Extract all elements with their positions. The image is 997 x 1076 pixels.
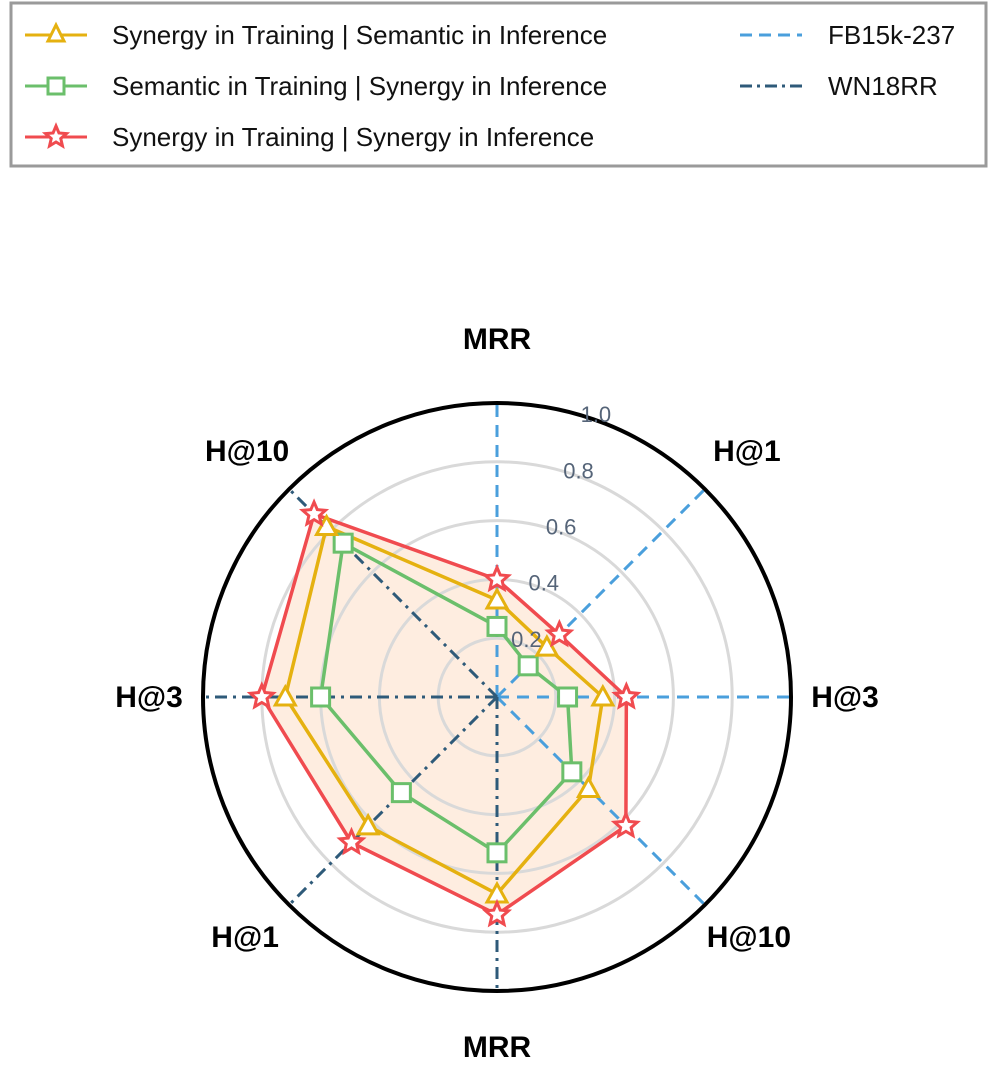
axis-label-5: H@1 — [211, 921, 279, 954]
legend-label-series-0: Synergy in Training | Semantic in Infere… — [112, 20, 607, 50]
axis-label-4: MRR — [463, 1031, 532, 1064]
legend-label-series-2: Synergy in Training | Synergy in Inferen… — [112, 122, 594, 152]
outer-circle — [201, 401, 793, 993]
legend-entry-fb15k: FB15k-237 — [740, 20, 955, 50]
radial-tick-0.6: 0.6 — [546, 514, 577, 539]
marker-series-1-1 — [517, 655, 539, 677]
legend-triangle-marker — [45, 21, 67, 43]
legend-entry-wn18rr: WN18RR — [740, 71, 938, 101]
marker-series-2-2 — [611, 681, 642, 710]
legend-frame — [9, 1, 988, 168]
marker-series-2-1 — [544, 618, 575, 648]
marker-series-2-5 — [336, 826, 367, 856]
axis-label-1: H@1 — [713, 435, 781, 468]
marker-series-1-6 — [310, 686, 332, 708]
marker-series-2-6 — [246, 681, 277, 710]
marker-series-0-6 — [272, 683, 298, 707]
axis-label-7: H@10 — [205, 435, 289, 468]
marker-series-1-2 — [557, 686, 579, 708]
legend-entry-series-0: Synergy in Training | Semantic in Infere… — [25, 20, 607, 50]
marker-series-0-0 — [484, 586, 510, 610]
radar-plot-area: 0.2 0.4 0.6 0.8 1.0 MRR H@1 H@3 H@10 MRR H@1 H@3 H@1… — [115, 323, 879, 1064]
radial-tick-0.8: 0.8 — [563, 458, 594, 483]
marker-series-2-3 — [610, 810, 641, 839]
marker-series-2-4 — [481, 898, 513, 928]
marker-series-2-0 — [481, 563, 513, 593]
axis-label-3: H@10 — [707, 921, 791, 954]
axis-spoke-3 — [495, 695, 706, 906]
legend-label-fb15k: FB15k-237 — [828, 20, 955, 50]
marker-series-1-7 — [332, 532, 354, 554]
axis-label-2: H@3 — [811, 681, 879, 714]
marker-series-1-0 — [486, 615, 508, 637]
radial-tick-0.2: 0.2 — [511, 627, 542, 652]
axis-label-6: H@3 — [115, 681, 183, 714]
legend-label-series-1: Semantic in Training | Synergy in Infere… — [112, 71, 607, 101]
marker-series-0-2 — [590, 683, 616, 707]
legend-square-marker — [46, 76, 66, 96]
legend-star-marker — [41, 122, 71, 150]
axis-label-0: MRR — [463, 323, 532, 356]
marker-series-0-5 — [355, 812, 381, 836]
legend-entry-series-2: Synergy in Training | Synergy in Inferen… — [25, 122, 594, 152]
marker-series-1-4 — [486, 842, 508, 864]
radial-tick-0.4: 0.4 — [528, 571, 559, 596]
marker-series-2-7 — [299, 498, 330, 527]
marker-series-1-3 — [561, 761, 583, 783]
legend-entry-series-1: Semantic in Training | Synergy in Infere… — [25, 71, 607, 101]
axis-spoke-5 — [288, 695, 499, 906]
legend-label-wn18rr: WN18RR — [828, 71, 938, 101]
legend: Synergy in Training | Semantic in Infere… — [9, 1, 988, 168]
radial-tick-1.0: 1.0 — [581, 402, 612, 427]
marker-series-1-5 — [390, 782, 412, 804]
marker-series-0-3 — [575, 775, 602, 798]
